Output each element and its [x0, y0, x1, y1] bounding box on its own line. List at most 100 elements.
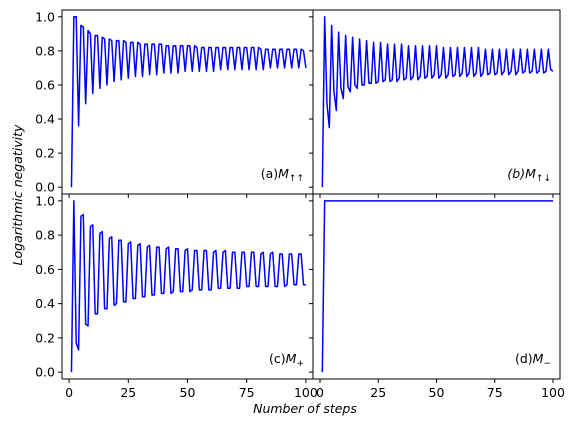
data-point-c	[270, 254, 271, 255]
panel-label-subscript: +	[296, 359, 304, 369]
data-point-b	[408, 45, 409, 46]
data-point-c	[116, 303, 117, 304]
data-point-b	[434, 74, 435, 75]
data-point-b	[452, 76, 453, 77]
data-point-c	[253, 252, 254, 253]
data-point-c	[187, 248, 188, 249]
panel-label-prefix: (d)	[515, 351, 533, 366]
data-point-a	[144, 44, 145, 45]
data-point-c	[282, 254, 283, 255]
panel-d: 0 25 50 75 100 (d)M−	[309, 193, 565, 400]
data-point-c	[126, 302, 127, 303]
data-point-d	[553, 200, 554, 201]
data-point-b	[506, 49, 507, 50]
data-point-a	[73, 16, 74, 17]
data-point-a	[102, 37, 103, 38]
data-point-a	[97, 35, 98, 36]
data-point-b	[480, 76, 481, 77]
data-point-b	[457, 47, 458, 48]
panel-label-symbol: M	[278, 166, 289, 181]
data-point-b	[390, 81, 391, 82]
data-point-b	[369, 83, 370, 84]
data-point-a	[92, 93, 93, 94]
x-tick-label: 100	[294, 385, 318, 400]
data-point-b	[550, 69, 551, 70]
data-point-b	[387, 44, 388, 45]
data-point-c	[225, 250, 226, 251]
data-point-b	[438, 78, 439, 79]
data-point-b	[532, 71, 533, 72]
data-point-c	[173, 291, 174, 292]
data-point-b	[466, 76, 467, 77]
x-tick-label: 25	[120, 385, 136, 400]
data-point-c	[298, 254, 299, 255]
data-point-c	[263, 252, 264, 253]
data-point-a	[234, 69, 235, 70]
data-point-b	[527, 49, 528, 50]
data-point-a	[268, 49, 269, 50]
data-point-a	[149, 74, 150, 75]
data-point-a	[128, 78, 129, 79]
data-point-b	[518, 71, 519, 72]
data-point-b	[487, 74, 488, 75]
data-point-b	[450, 47, 451, 48]
y-tick-label: 1.0	[35, 9, 55, 24]
data-point-c	[244, 252, 245, 253]
data-point-a	[287, 49, 288, 50]
panel-label-prefix: (a)	[261, 166, 278, 181]
data-point-b	[515, 74, 516, 75]
data-point-a	[303, 50, 304, 51]
data-point-b	[511, 71, 512, 72]
y-tick-label: 0.2	[35, 146, 55, 161]
data-point-a	[272, 49, 273, 50]
data-point-b	[462, 73, 463, 74]
y-tick-label: 0.4	[35, 112, 55, 127]
data-point-b	[485, 49, 486, 50]
data-point-c	[178, 248, 179, 249]
data-point-b	[546, 71, 547, 72]
data-point-b	[329, 127, 330, 128]
data-point-c	[272, 252, 273, 253]
data-point-b	[469, 73, 470, 74]
data-point-a	[137, 42, 138, 43]
data-point-b	[366, 40, 367, 41]
data-point-a	[159, 44, 160, 45]
data-point-a	[237, 47, 238, 48]
data-point-a	[116, 40, 117, 41]
data-point-b	[357, 88, 358, 89]
data-point-c	[149, 245, 150, 246]
data-point-b	[471, 47, 472, 48]
data-point-c	[201, 290, 202, 291]
data-point-a	[133, 42, 134, 43]
data-point-b	[378, 81, 379, 82]
data-point-c	[199, 290, 200, 291]
x-axis-label: Number of steps	[253, 401, 357, 416]
data-point-c	[121, 240, 122, 241]
data-point-c	[287, 284, 288, 285]
data-point-a	[178, 73, 179, 74]
data-point-b	[392, 79, 393, 80]
data-point-b	[529, 73, 530, 74]
data-point-c	[279, 254, 280, 255]
data-point-a	[152, 44, 153, 45]
data-point-a	[166, 45, 167, 46]
data-point-a	[109, 39, 110, 40]
panel-label-a: (a)M↑↑	[261, 166, 304, 184]
data-point-a	[270, 68, 271, 69]
data-point-b	[501, 74, 502, 75]
data-point-c	[163, 293, 164, 294]
data-point-c	[78, 349, 79, 350]
y-tick-label: 0.8	[35, 228, 55, 243]
data-point-a	[154, 44, 155, 45]
data-point-a	[291, 68, 292, 69]
data-point-b	[348, 86, 349, 87]
data-point-c	[275, 286, 276, 287]
data-point-c	[81, 216, 82, 217]
data-point-b	[497, 73, 498, 74]
data-point-b	[483, 73, 484, 74]
data-point-b	[490, 73, 491, 74]
data-point-a	[263, 69, 264, 70]
data-point-d	[324, 200, 325, 201]
data-point-b	[322, 187, 323, 188]
panel-label-subscript: −	[543, 359, 551, 369]
